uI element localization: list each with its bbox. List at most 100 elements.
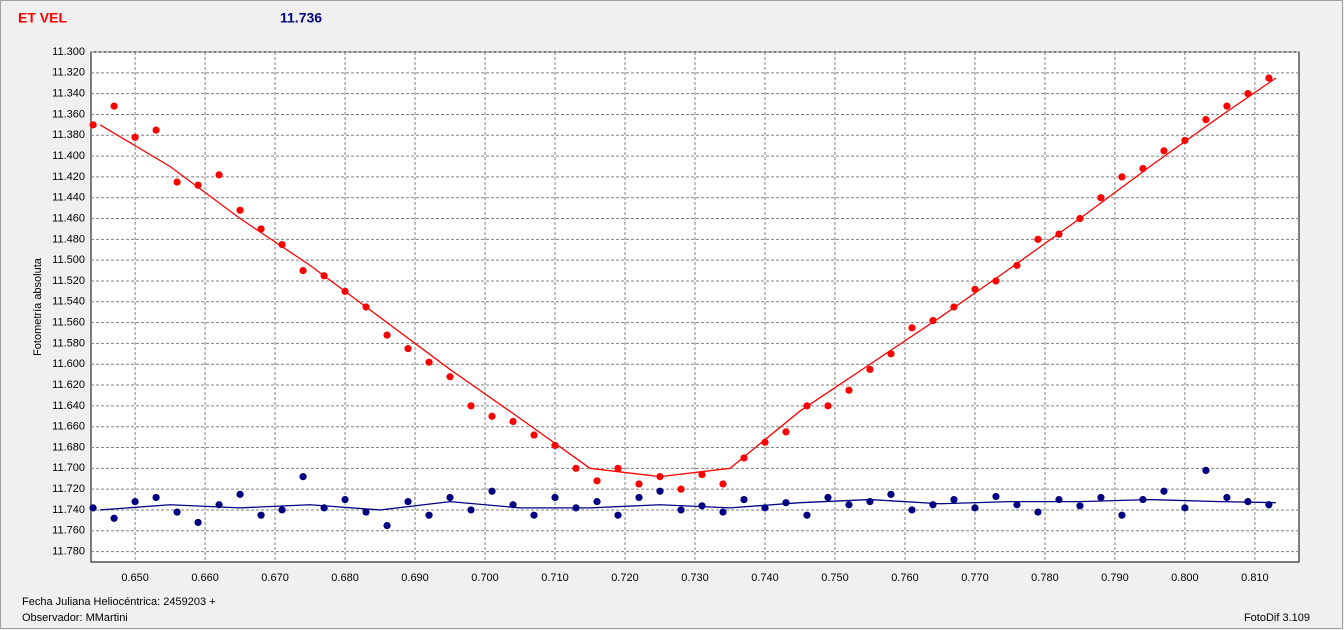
- data-point: [1223, 493, 1231, 502]
- data-point: [782, 428, 790, 436]
- data-point: [215, 171, 223, 179]
- data-point: [341, 495, 349, 504]
- data-point: [173, 508, 181, 516]
- data-point: [467, 506, 475, 514]
- data-point: [425, 358, 433, 366]
- y-tick-label: 11.780: [52, 545, 85, 557]
- data-point: [110, 102, 118, 110]
- x-tick-label: 0.720: [611, 572, 639, 584]
- data-point: [824, 402, 832, 410]
- y-tick-label: 11.360: [52, 108, 85, 120]
- data-point: [992, 492, 1000, 501]
- y-tick-label: 11.300: [52, 46, 85, 58]
- x-tick-label: 0.780: [1031, 572, 1059, 584]
- data-point: [110, 514, 118, 522]
- y-tick-label: 11.640: [52, 400, 85, 412]
- data-point: [1223, 102, 1231, 110]
- x-tick-label: 0.740: [751, 572, 779, 584]
- data-point: [530, 511, 538, 519]
- data-point: [551, 441, 559, 450]
- x-tick-label: 0.750: [821, 572, 849, 584]
- y-tick-label: 11.500: [52, 254, 85, 266]
- data-point: [782, 499, 790, 507]
- data-point: [299, 473, 307, 481]
- y-tick-label: 11.380: [52, 129, 85, 141]
- x-tick-label: 0.690: [401, 572, 429, 584]
- data-point: [1202, 116, 1210, 124]
- data-point: [1181, 504, 1189, 512]
- data-point: [1013, 501, 1021, 509]
- data-point: [740, 495, 748, 504]
- data-point: [173, 178, 181, 186]
- data-point: [677, 485, 685, 493]
- x-tick-label: 0.770: [961, 572, 989, 584]
- data-point: [362, 508, 370, 516]
- data-point: [971, 504, 979, 512]
- data-point: [929, 501, 937, 509]
- x-tick-label: 0.670: [261, 572, 289, 584]
- data-point: [1013, 261, 1021, 269]
- data-point: [551, 493, 559, 502]
- fit-line: [99, 77, 1277, 478]
- y-tick-label: 11.600: [52, 358, 85, 370]
- x-tick-label: 0.810: [1241, 572, 1269, 584]
- data-point: [677, 506, 685, 514]
- x-tick-label: 0.680: [331, 572, 359, 584]
- data-point: [299, 266, 307, 275]
- y-tick-label: 11.460: [52, 212, 85, 224]
- data-point: [635, 480, 643, 488]
- observer: Observador: MMartini: [22, 612, 128, 624]
- data-point: [1034, 235, 1042, 243]
- data-point: [1160, 147, 1168, 155]
- y-tick-label: 11.720: [52, 483, 85, 495]
- data-point: [698, 470, 706, 479]
- data-point: [509, 417, 517, 426]
- software: FotoDif 3.109: [1244, 612, 1310, 624]
- data-point: [593, 498, 601, 506]
- y-tick-label: 11.660: [52, 421, 85, 433]
- data-point: [278, 240, 286, 249]
- data-point: [845, 501, 853, 509]
- y-axis-label: Fotometría absoluta: [32, 257, 44, 356]
- fit-line: [100, 498, 1276, 511]
- data-point: [89, 504, 97, 512]
- x-tick-label: 0.710: [541, 572, 569, 584]
- data-point: [236, 490, 244, 498]
- data-point: [908, 506, 916, 514]
- data-point: [1076, 502, 1084, 510]
- y-tick-label: 11.540: [52, 296, 85, 308]
- data-point: [404, 345, 412, 353]
- data-point: [719, 480, 727, 488]
- data-point: [1160, 487, 1168, 495]
- data-point: [761, 504, 769, 512]
- x-tick-label: 0.790: [1101, 572, 1129, 584]
- data-point: [152, 126, 160, 134]
- y-tick-label: 11.320: [52, 67, 85, 79]
- y-tick-label: 11.580: [52, 337, 85, 349]
- data-point: [425, 511, 433, 519]
- y-tick-label: 11.340: [52, 88, 85, 100]
- data-point: [89, 121, 97, 129]
- data-point: [488, 487, 496, 495]
- data-point: [1097, 493, 1105, 502]
- data-point: [236, 206, 244, 214]
- data-point: [131, 133, 139, 141]
- data-point: [887, 490, 895, 498]
- data-point: [530, 431, 538, 439]
- data-point: [257, 511, 265, 519]
- data-point: [1118, 173, 1126, 181]
- data-point: [1118, 511, 1126, 519]
- x-tick-label: 0.800: [1171, 572, 1199, 584]
- y-tick-label: 11.420: [52, 171, 85, 183]
- data-point: [1265, 74, 1273, 82]
- data-point: [383, 331, 391, 339]
- data-point: [824, 493, 832, 502]
- x-axis-label: Fecha Juliana Heliocéntrica: 2459203 +: [22, 596, 216, 608]
- data-point: [404, 498, 412, 506]
- data-point: [278, 506, 286, 514]
- y-tick-label: 11.740: [52, 504, 85, 516]
- data-point: [194, 181, 202, 189]
- data-point: [572, 464, 580, 472]
- data-point: [488, 412, 496, 420]
